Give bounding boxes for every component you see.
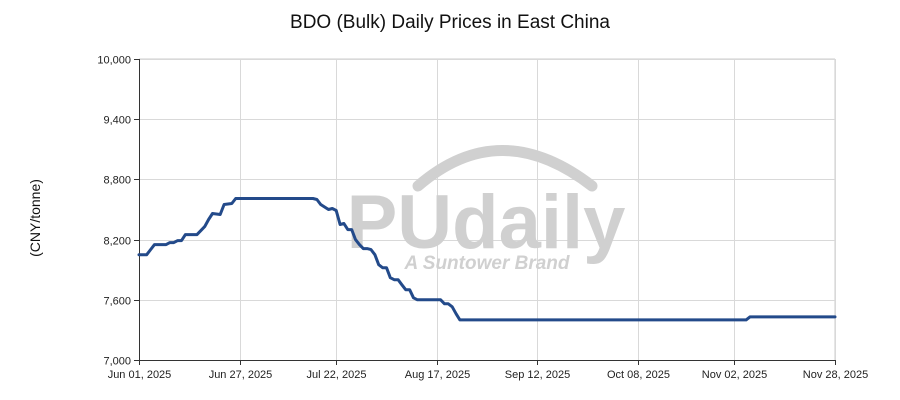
y-tick-label: 10,000 xyxy=(97,55,131,67)
y-tick-label: 8,800 xyxy=(103,175,131,187)
data-series xyxy=(137,197,837,322)
x-tick-label: Jun 27, 2025 xyxy=(209,369,273,381)
x-tick-label: Jun 01, 2025 xyxy=(108,369,172,381)
watermark-logo: PUdaily xyxy=(347,180,626,265)
x-tick-label: Nov 28, 2025 xyxy=(803,369,868,381)
chart-title: BDO (Bulk) Daily Prices in East China xyxy=(290,12,610,33)
x-tick-label: Nov 02, 2025 xyxy=(702,369,767,381)
y-tick-label: 9,400 xyxy=(103,115,131,127)
x-tick-label: Oct 08, 2025 xyxy=(607,369,670,381)
y-tick-label: 8,200 xyxy=(103,236,131,248)
x-tick-label: Jul 22, 2025 xyxy=(307,369,367,381)
watermark-tagline: A Suntower Brand xyxy=(403,253,569,274)
axes: 7,000 7,600 8,200 8,800 9,400 10,000 Jun 01, 2… xyxy=(97,55,868,382)
watermark-swoosh xyxy=(412,145,598,192)
x-tick-label: Sep 12, 2025 xyxy=(505,369,570,381)
x-tick-label: Aug 17, 2025 xyxy=(405,369,470,381)
series-line xyxy=(137,197,837,322)
y-tick-label: 7,000 xyxy=(103,356,131,368)
y-tick-label: 7,600 xyxy=(103,296,131,308)
